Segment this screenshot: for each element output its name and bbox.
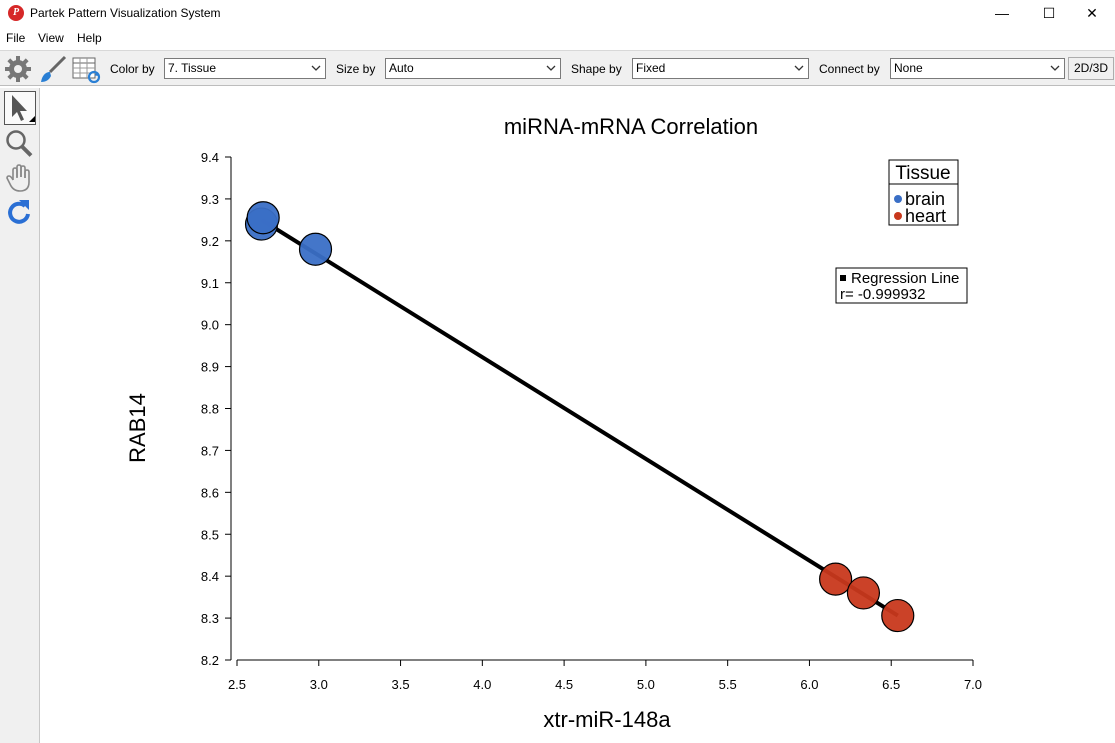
- annotation-line-2: r= -0.999932: [840, 286, 925, 303]
- chart-title: miRNA-mRNA Correlation: [504, 114, 758, 139]
- legend-title: Tissue: [895, 163, 950, 184]
- window-title: Partek Pattern Visualization System: [30, 6, 221, 20]
- data-point-brain[interactable]: [298, 232, 333, 266]
- size-by-label: Size by: [336, 62, 376, 76]
- pan-tool[interactable]: [4, 162, 36, 196]
- close-button[interactable]: ✕: [1086, 5, 1098, 21]
- x-tick-label: 3.5: [392, 677, 410, 692]
- data-point-brain[interactable]: [246, 201, 280, 235]
- zoom-tool[interactable]: [4, 127, 36, 161]
- annotation-marker: [840, 275, 846, 281]
- plot-area: miRNA-mRNA Correlation xtr-miR-148a RAB1…: [41, 88, 1115, 743]
- size-by-select[interactable]: Auto: [385, 58, 561, 79]
- title-bar: P Partek Pattern Visualization System — …: [0, 0, 1115, 26]
- chevron-down-icon: [311, 65, 321, 71]
- zoom-icon: [6, 130, 33, 157]
- y-tick-label: 9.0: [201, 318, 219, 333]
- color-by-label: Color by: [110, 62, 155, 76]
- regression-annotation: Regression Line r= -0.999932: [835, 267, 968, 304]
- y-tick-label: 8.3: [201, 611, 219, 626]
- x-tick-label: 3.0: [310, 677, 328, 692]
- side-toolbar: [0, 88, 40, 743]
- legend-marker-brain: [894, 195, 902, 203]
- x-axis-label: xtr-miR-148a: [543, 707, 671, 732]
- rotate-tool[interactable]: [4, 196, 36, 230]
- legend-marker-heart: [894, 212, 902, 220]
- regression-line-group: [260, 218, 899, 618]
- menu-help[interactable]: Help: [77, 31, 102, 45]
- y-tick-label: 8.9: [201, 360, 219, 375]
- maximize-button[interactable]: ☐: [1042, 5, 1056, 21]
- x-tick-label: 6.0: [800, 677, 818, 692]
- menu-bar: File View Help: [0, 27, 1115, 49]
- hand-icon: [6, 164, 30, 192]
- scatter-chart: miRNA-mRNA Correlation xtr-miR-148a RAB1…: [125, 114, 982, 732]
- table-refresh-icon[interactable]: [71, 54, 101, 84]
- x-tick-label: 6.5: [882, 677, 900, 692]
- y-tick-label: 9.3: [201, 192, 219, 207]
- gear-icon[interactable]: [3, 54, 33, 84]
- annotation-box: [835, 267, 968, 304]
- y-tick-label: 8.7: [201, 443, 219, 458]
- chevron-down-icon: [546, 65, 556, 71]
- connect-by-value: None: [894, 61, 923, 75]
- y-tick-label: 8.5: [201, 527, 219, 542]
- size-by-value: Auto: [389, 61, 414, 75]
- x-tick-label: 2.5: [228, 677, 246, 692]
- y-tick-label: 9.4: [201, 150, 219, 165]
- x-axis-ticks: 2.5 3.0 3.5 4.0 4.5 5.0 5.5 6.0 6.5 7.0: [228, 660, 982, 692]
- pointer-icon: [12, 95, 35, 122]
- data-point-heart[interactable]: [819, 562, 853, 596]
- y-axis-ticks: 8.2 8.3 8.4 8.5 8.6 8.7 8.8 8.9 9.0 9.1 9.2 9.3 9.4: [201, 150, 231, 668]
- partek-app-icon: P: [8, 5, 24, 21]
- x-tick-label: 4.5: [555, 677, 573, 692]
- y-tick-label: 9.1: [201, 276, 219, 291]
- y-axis-label: RAB14: [125, 393, 150, 463]
- menu-view[interactable]: View: [38, 31, 64, 45]
- minimize-button[interactable]: —: [995, 5, 1009, 21]
- y-tick-label: 9.2: [201, 234, 219, 249]
- shape-by-value: Fixed: [636, 61, 666, 75]
- chevron-down-icon: [794, 65, 804, 71]
- connect-by-select[interactable]: None: [890, 58, 1065, 79]
- data-points: [244, 201, 915, 633]
- x-tick-label: 7.0: [964, 677, 982, 692]
- shape-by-label: Shape by: [571, 62, 622, 76]
- y-tick-label: 8.2: [201, 653, 219, 668]
- rotate-icon: [8, 200, 30, 224]
- regression-line: [260, 218, 899, 618]
- y-tick-label: 8.8: [201, 402, 219, 417]
- legend-entry-brain: brain: [905, 189, 945, 209]
- annotation-line-1: Regression Line: [851, 270, 959, 287]
- y-tick-label: 8.4: [201, 569, 219, 584]
- shape-by-select[interactable]: Fixed: [632, 58, 809, 79]
- x-tick-label: 5.5: [719, 677, 737, 692]
- legend-entry-heart: heart: [905, 206, 946, 226]
- pointer-tool[interactable]: [4, 91, 36, 125]
- y-tick-label: 8.6: [201, 485, 219, 500]
- connect-by-label: Connect by: [819, 62, 880, 76]
- menu-file[interactable]: File: [6, 31, 26, 45]
- legend: Tissue brain heart: [888, 159, 959, 226]
- color-by-select[interactable]: 7. Tissue: [164, 58, 326, 79]
- data-point-heart[interactable]: [881, 598, 915, 633]
- data-point-heart[interactable]: [846, 576, 881, 610]
- brush-icon[interactable]: [38, 54, 68, 84]
- color-by-value: 7. Tissue: [168, 61, 217, 75]
- toggle-2d-3d-button[interactable]: 2D/3D: [1068, 57, 1114, 80]
- toolbar: Color by 7. Tissue Size by Auto Shape by…: [0, 50, 1115, 86]
- x-tick-label: 5.0: [637, 677, 655, 692]
- chevron-down-icon: [1050, 65, 1060, 71]
- x-tick-label: 4.0: [473, 677, 491, 692]
